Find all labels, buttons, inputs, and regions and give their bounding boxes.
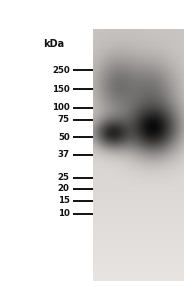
Text: 50: 50 (58, 133, 70, 142)
Text: 75: 75 (58, 115, 70, 124)
Text: 250: 250 (52, 66, 70, 75)
Text: 20: 20 (58, 184, 70, 193)
Text: 100: 100 (52, 103, 70, 112)
Text: 15: 15 (58, 196, 70, 205)
Text: 37: 37 (58, 150, 70, 159)
Text: 10: 10 (58, 210, 70, 218)
Bar (95, 57, 165, 251)
Text: kDa: kDa (43, 39, 64, 49)
Text: 25: 25 (58, 173, 70, 182)
Text: 150: 150 (52, 85, 70, 94)
Text: K562: K562 (103, 29, 127, 53)
Text: PC3: PC3 (136, 33, 157, 53)
